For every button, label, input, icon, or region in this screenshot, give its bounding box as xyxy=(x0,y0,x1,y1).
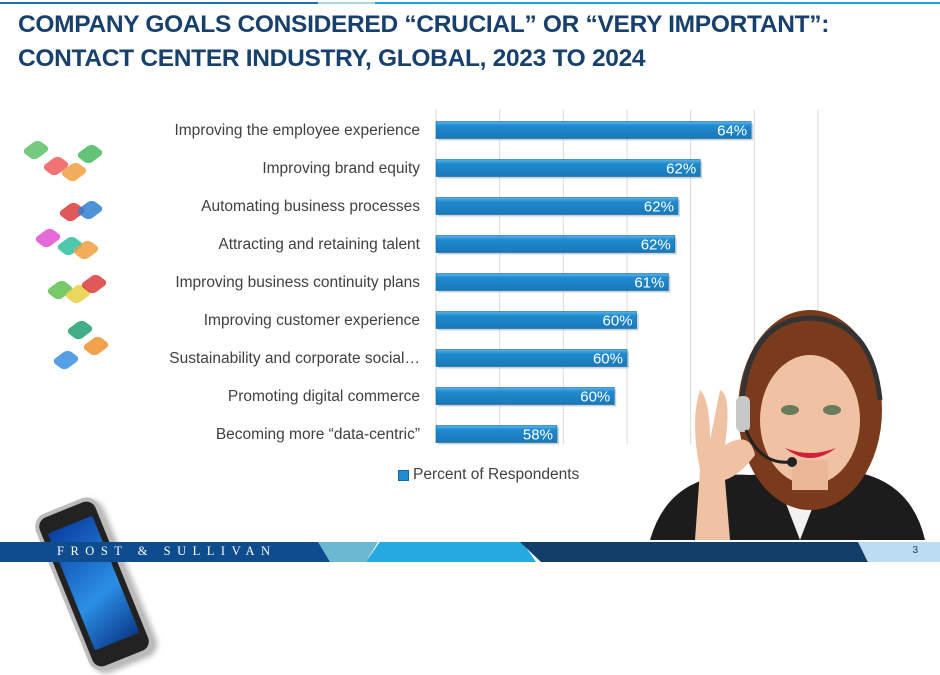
chart-legend: Percent of Respondents xyxy=(398,466,579,484)
bar-chart: Improving the employee experience 64% Impr… xyxy=(169,110,819,445)
bar xyxy=(435,273,669,291)
data-label: 58% xyxy=(523,427,553,444)
category-label: Automating business processes xyxy=(201,198,420,215)
legend-swatch xyxy=(398,469,409,481)
bar xyxy=(435,425,558,443)
data-label: 62% xyxy=(644,199,674,216)
data-label: 64% xyxy=(717,123,747,140)
category-label: Becoming more “data-centric” xyxy=(216,426,420,443)
call-center-agent-photo xyxy=(650,310,925,540)
legend-label: Percent of Respondents xyxy=(413,466,580,483)
category-label: Improving brand equity xyxy=(262,160,420,177)
category-label: Attracting and retaining talent xyxy=(218,236,420,253)
data-label: 60% xyxy=(580,389,610,406)
bar xyxy=(435,159,701,177)
data-label: 62% xyxy=(666,161,696,178)
category-label: Sustainability and corporate social… xyxy=(169,350,420,367)
category-label: Improving customer experience xyxy=(204,312,420,329)
bar xyxy=(435,387,615,405)
bar xyxy=(435,311,637,329)
bar xyxy=(435,349,628,367)
brand-logo: FROST & SULLIVAN xyxy=(57,544,277,558)
data-label: 62% xyxy=(641,237,671,254)
slide-title: COMPANY GOALS CONSIDERED “CRUCIAL” OR “V… xyxy=(18,11,830,72)
data-label: 61% xyxy=(634,275,664,292)
bar xyxy=(435,121,752,139)
bar xyxy=(435,197,679,215)
category-label: Improving business continuity plans xyxy=(175,274,420,291)
top-rule xyxy=(0,2,940,4)
category-label: Promoting digital commerce xyxy=(228,388,420,405)
footer-bar: FROST & SULLIVAN 3 xyxy=(0,542,940,562)
category-label: Improving the employee experience xyxy=(174,122,420,139)
page-number: 3 xyxy=(912,545,918,556)
data-label: 60% xyxy=(603,313,633,330)
bar xyxy=(435,235,676,253)
data-label: 60% xyxy=(593,351,623,368)
